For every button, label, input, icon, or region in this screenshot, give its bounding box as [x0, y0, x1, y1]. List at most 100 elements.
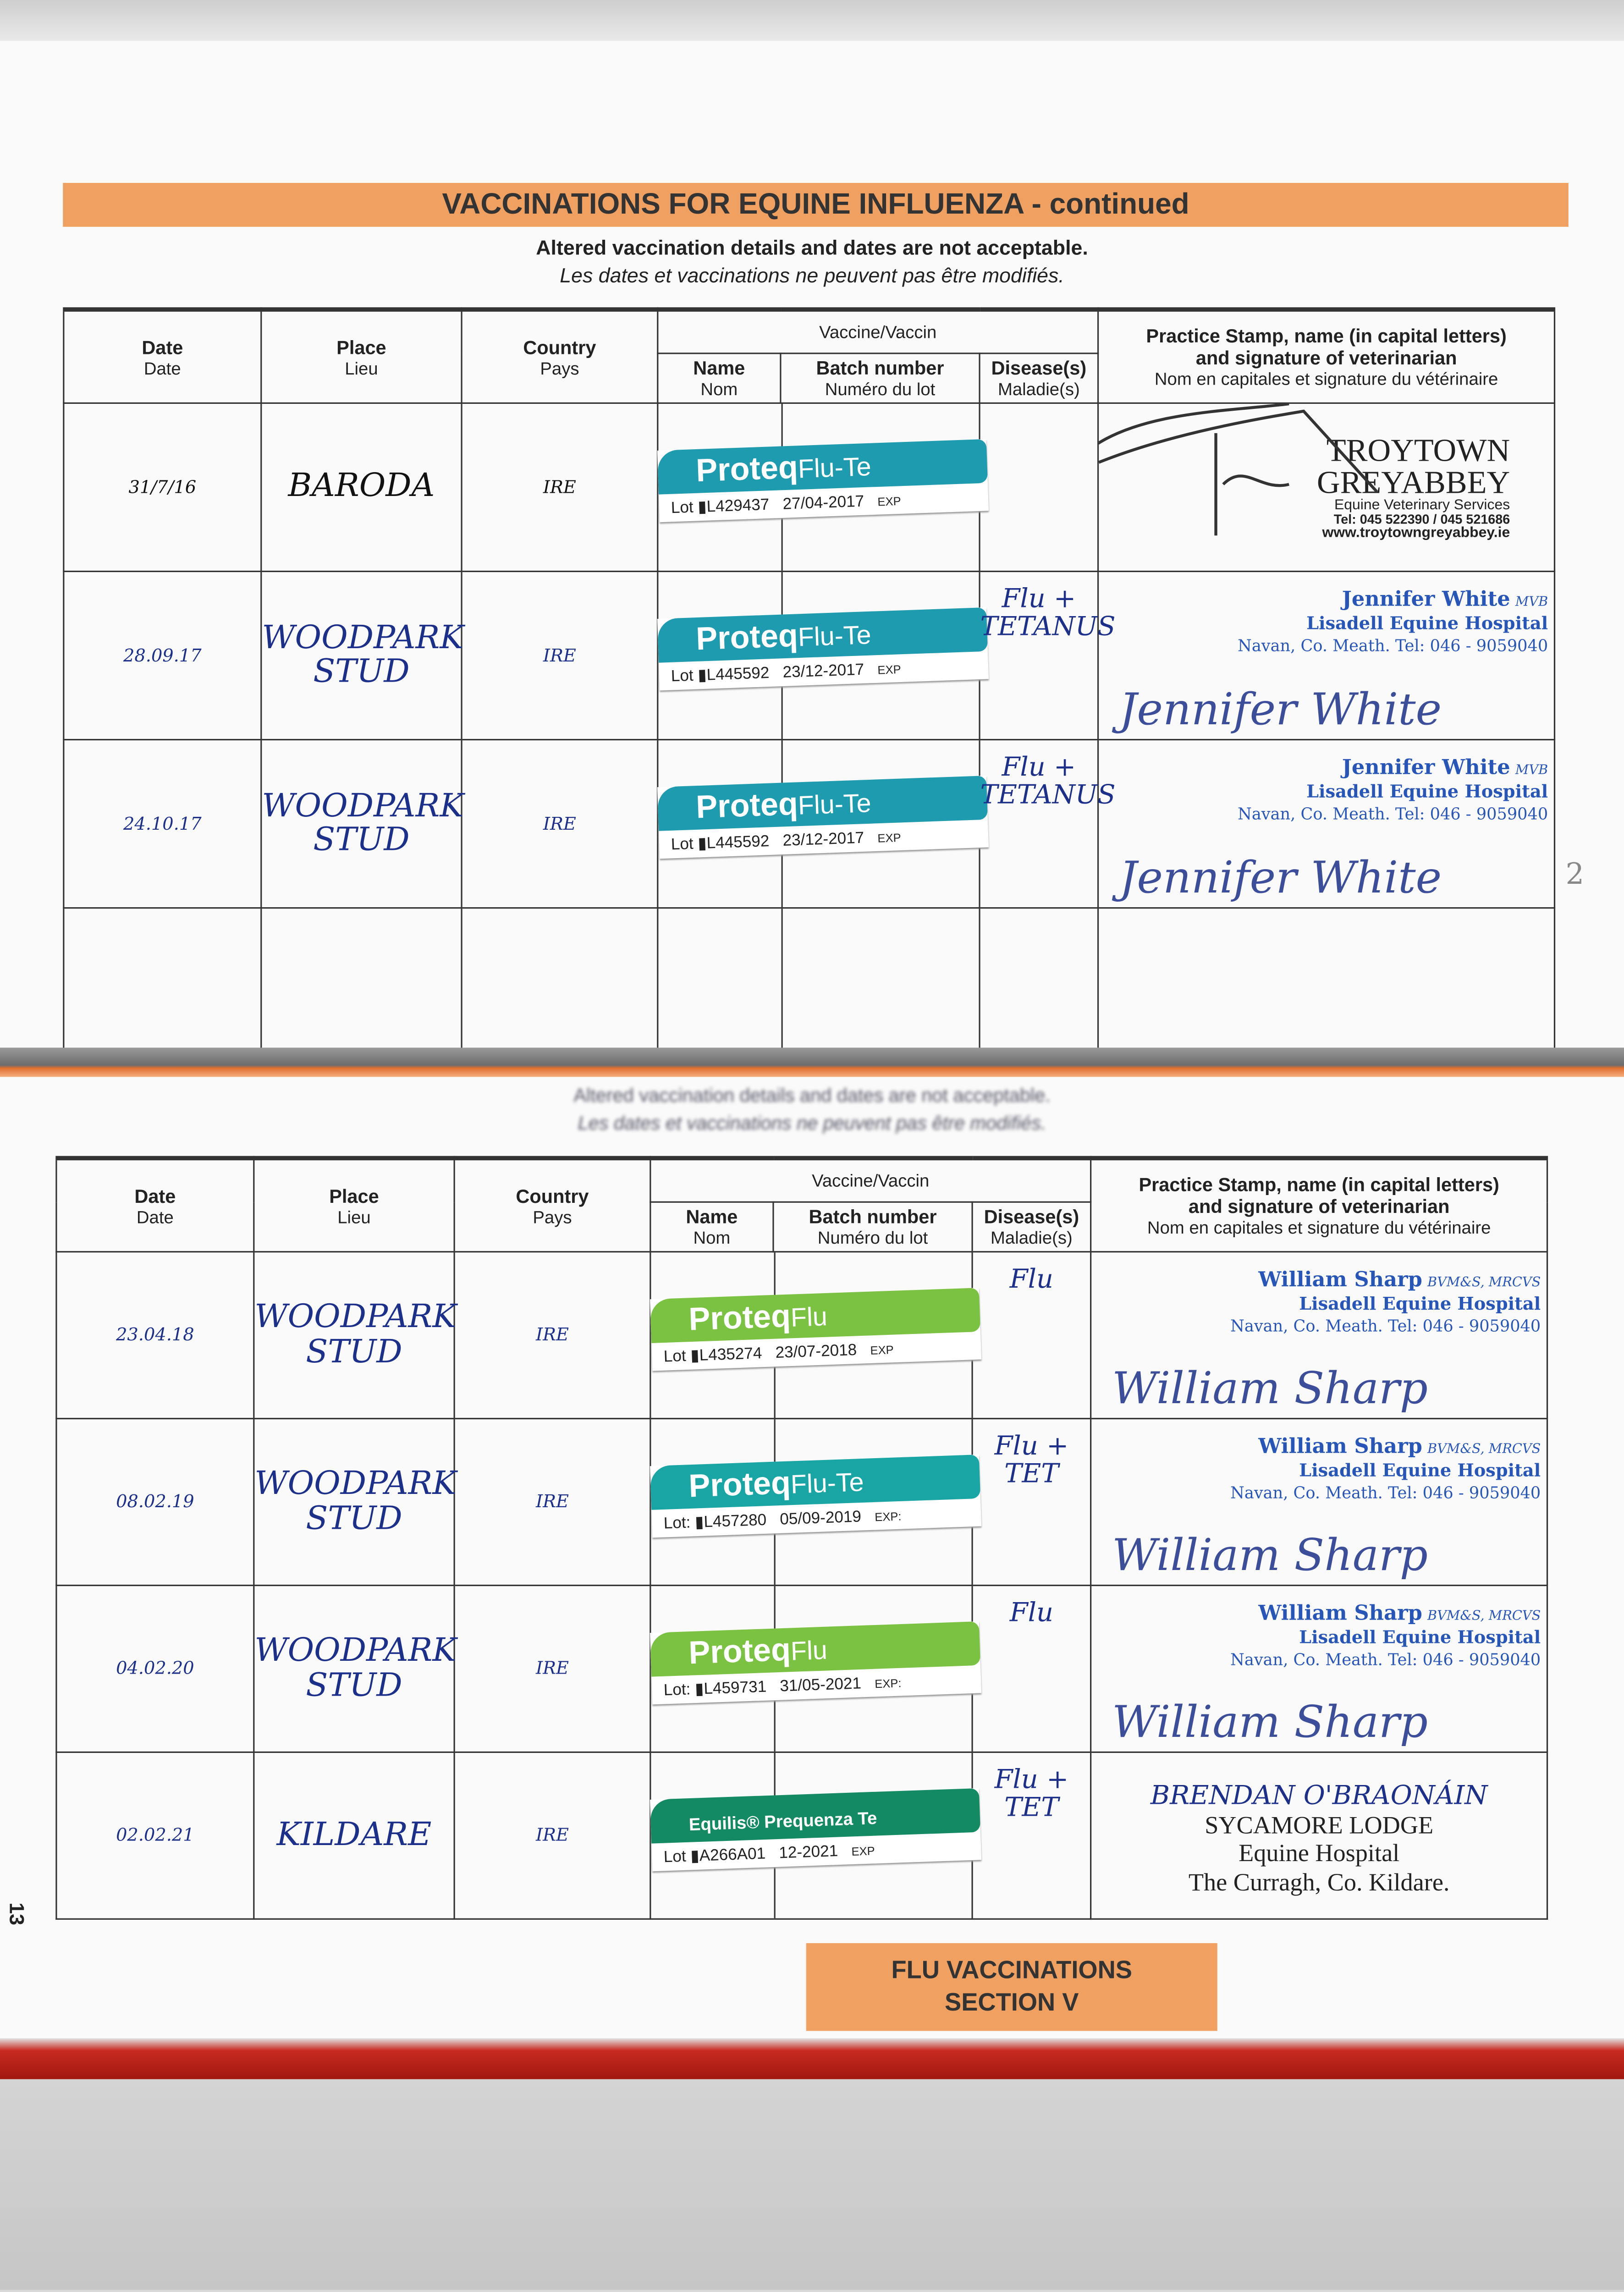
vaccine-cell	[657, 907, 980, 1055]
header-batch: Batch number Numéro du lot	[780, 353, 980, 404]
vet-signature: Jennifer White	[1119, 852, 1442, 904]
vaccination-row: 08.02.19 WOODPARK STUD IRE ProteqFlu-Te …	[55, 1418, 1548, 1587]
vaccination-row: 24.10.17 WOODPARK STUD IRE ProteqFlu-Te …	[63, 738, 1556, 909]
vet-stamp: William Sharp BVM&S, MRCVS Lisadell Equi…	[1230, 1268, 1541, 1336]
vet-signature: Jennifer White	[1119, 684, 1442, 735]
vaccination-place: WOODPARK STUD	[260, 570, 464, 741]
vaccination-place: WOODPARK STUD	[253, 1251, 457, 1420]
vaccination-place: KILDARE	[253, 1751, 455, 1920]
vaccine-label: Equilis® Prequenza Te Lot ▮A266A01 12-20…	[650, 1788, 982, 1872]
vaccine-label: ProteqFlu-Te Lot ▮L445592 23/12-2017 EXP	[657, 776, 989, 859]
section-label: FLU VACCINATIONS SECTION V	[806, 1943, 1217, 2031]
disease: Flu + TET	[971, 1751, 1092, 1920]
vaccination-country: IRE	[453, 1584, 651, 1753]
page-number: 13	[6, 1902, 29, 1925]
stamp-cell: William Sharp BVM&S, MRCVS Lisadell Equi…	[1090, 1584, 1548, 1753]
vaccine-label: ProteqFlu Lot: ▮L459731 31/05-2021 EXP:	[650, 1621, 982, 1705]
vaccination-row: 04.02.20 WOODPARK STUD IRE ProteqFlu Lot…	[55, 1584, 1548, 1753]
vet-stamp: William Sharp BVM&S, MRCVS Lisadell Equi…	[1230, 1602, 1541, 1669]
vaccine-label: ProteqFlu-Te Lot: ▮L457280 05/09-2019 EX…	[650, 1455, 982, 1538]
cover-edge	[0, 2038, 1624, 2079]
disease	[979, 907, 1099, 1055]
vaccination-country: IRE	[453, 1251, 651, 1420]
vaccine-cell: ProteqFlu-Te Lot: ▮L457280 05/09-2019 EX…	[650, 1418, 982, 1587]
header-date: Date Date	[55, 1157, 255, 1253]
disease: Flu	[971, 1251, 1092, 1420]
vaccination-place: BARODA	[260, 402, 462, 573]
vaccination-row	[63, 907, 1556, 1055]
vaccination-table-bottom: Date Date Place Lieu Country Pays Vaccine/V…	[55, 1156, 1548, 1920]
header-country: Country Pays	[453, 1157, 651, 1253]
disease	[979, 402, 1099, 573]
vaccination-country	[461, 907, 659, 1055]
stamp-cell: Jennifer White MVB Lisadell Equine Hospi…	[1097, 570, 1556, 741]
vaccine-label: ProteqFlu-Te Lot ▮L445592 23/12-2017 EXP	[657, 607, 989, 691]
scan-background	[0, 2079, 1624, 2290]
header-disease: Disease(s) Maladie(s)	[971, 1201, 1092, 1253]
vaccination-place: WOODPARK STUD	[253, 1584, 457, 1753]
header-vaccine: Vaccine/Vaccin	[650, 1157, 1092, 1203]
notice-en: Altered vaccination details and dates ar…	[536, 235, 1088, 259]
vaccination-country: IRE	[453, 1418, 651, 1587]
practice-stamp: TROYTOWN GREYABBEY Equine Veterinary Ser…	[1316, 431, 1510, 541]
section-label-line1: FLU VACCINATIONS	[891, 1956, 1133, 1984]
stamp-cell	[1097, 907, 1556, 1055]
header-vaccine: Vaccine/Vaccin	[657, 309, 1099, 354]
disease: Flu + TET	[971, 1418, 1092, 1587]
vaccination-place: WOODPARK STUD	[260, 738, 464, 909]
vaccination-table-top: Date Date Place Lieu Country Pays Vaccine/V…	[63, 307, 1556, 1055]
vaccine-label: ProteqFlu-Te Lot ▮L429437 27/04-2017 EXP	[657, 439, 989, 523]
vaccination-date: 31/7/16	[63, 402, 262, 573]
vaccination-date: 04.02.20	[55, 1584, 255, 1753]
vaccination-date: 02.02.21	[55, 1751, 255, 1920]
header-stamp: Practice Stamp, name (in capital letters…	[1097, 309, 1556, 404]
faded-notice-fr: Les dates et vaccinations ne peuvent pas…	[578, 1112, 1046, 1134]
signature-icon	[1099, 404, 1378, 536]
disease: Flu + TETANUS	[979, 570, 1116, 741]
vaccine-cell: ProteqFlu-Te Lot ▮L445592 23/12-2017 EXP	[657, 738, 989, 909]
header-date: Date Date	[63, 309, 262, 404]
stamp-cell: Jennifer White MVB Lisadell Equine Hospi…	[1097, 738, 1556, 909]
header-place: Place Lieu	[253, 1157, 455, 1253]
stamp-cell: William Sharp BVM&S, MRCVS Lisadell Equi…	[1090, 1418, 1548, 1587]
vet-stamp: Jennifer White MVB Lisadell Equine Hospi…	[1238, 588, 1548, 656]
section-label-line2: SECTION V	[945, 1988, 1079, 2017]
notice-fr: Les dates et vaccinations ne peuvent pas…	[560, 263, 1064, 287]
vaccination-row: 23.04.18 WOODPARK STUD IRE ProteqFlu Lot…	[55, 1251, 1548, 1420]
vaccination-date: 24.10.17	[63, 738, 262, 909]
vaccination-row: 28.09.17 WOODPARK STUD IRE ProteqFlu-Te …	[63, 570, 1556, 741]
stamp-cell: TROYTOWN GREYABBEY Equine Veterinary Ser…	[1097, 402, 1556, 573]
vaccine-cell: ProteqFlu Lot ▮L435274 23/07-2018 EXP	[650, 1251, 982, 1420]
header-place: Place Lieu	[260, 309, 462, 404]
scan-edge	[0, 0, 1624, 41]
vaccination-country: IRE	[461, 738, 659, 909]
vet-signature: William Sharp	[1112, 1530, 1428, 1581]
vaccine-cell: ProteqFlu-Te Lot ▮L445592 23/12-2017 EXP	[657, 570, 989, 741]
vaccination-place: WOODPARK STUD	[253, 1418, 457, 1587]
faded-notice-en: Altered vaccination details and dates ar…	[573, 1084, 1051, 1107]
vaccine-label: ProteqFlu Lot ▮L435274 23/07-2018 EXP	[650, 1288, 982, 1371]
header-stamp: Practice Stamp, name (in capital letters…	[1090, 1157, 1548, 1253]
vet-stamp: Jennifer White MVB Lisadell Equine Hospi…	[1238, 756, 1548, 824]
header-name: Name Nom	[657, 353, 782, 404]
header-country: Country Pays	[461, 309, 659, 404]
stamp-cell: BRENDAN O'BRAONÁIN SYCAMORE LODGE Equine…	[1090, 1751, 1548, 1920]
disease: Flu	[971, 1584, 1092, 1753]
vet-stamp: William Sharp BVM&S, MRCVS Lisadell Equi…	[1230, 1435, 1541, 1503]
vaccination-place	[260, 907, 462, 1055]
vaccination-country: IRE	[461, 570, 659, 741]
vaccine-cell: ProteqFlu Lot: ▮L459731 31/05-2021 EXP:	[650, 1584, 982, 1753]
vaccination-row: 02.02.21 KILDARE IRE Equilis® Prequenza …	[55, 1751, 1548, 1920]
header-name: Name Nom	[650, 1201, 774, 1253]
vaccine-cell: Equilis® Prequenza Te Lot ▮A266A01 12-20…	[650, 1751, 982, 1920]
header-batch: Batch number Numéro du lot	[772, 1201, 973, 1253]
page-title: VACCINATIONS FOR EQUINE INFLUENZA - cont…	[63, 183, 1569, 227]
vaccination-country: IRE	[461, 402, 659, 573]
header-disease: Disease(s) Maladie(s)	[979, 353, 1099, 404]
vet-signature: William Sharp	[1112, 1697, 1428, 1748]
vaccination-date: 28.09.17	[63, 570, 262, 741]
vaccination-date	[63, 907, 262, 1055]
margin-mark: 2	[1565, 856, 1585, 891]
vaccine-cell: ProteqFlu-Te Lot ▮L429437 27/04-2017 EXP	[657, 402, 989, 573]
